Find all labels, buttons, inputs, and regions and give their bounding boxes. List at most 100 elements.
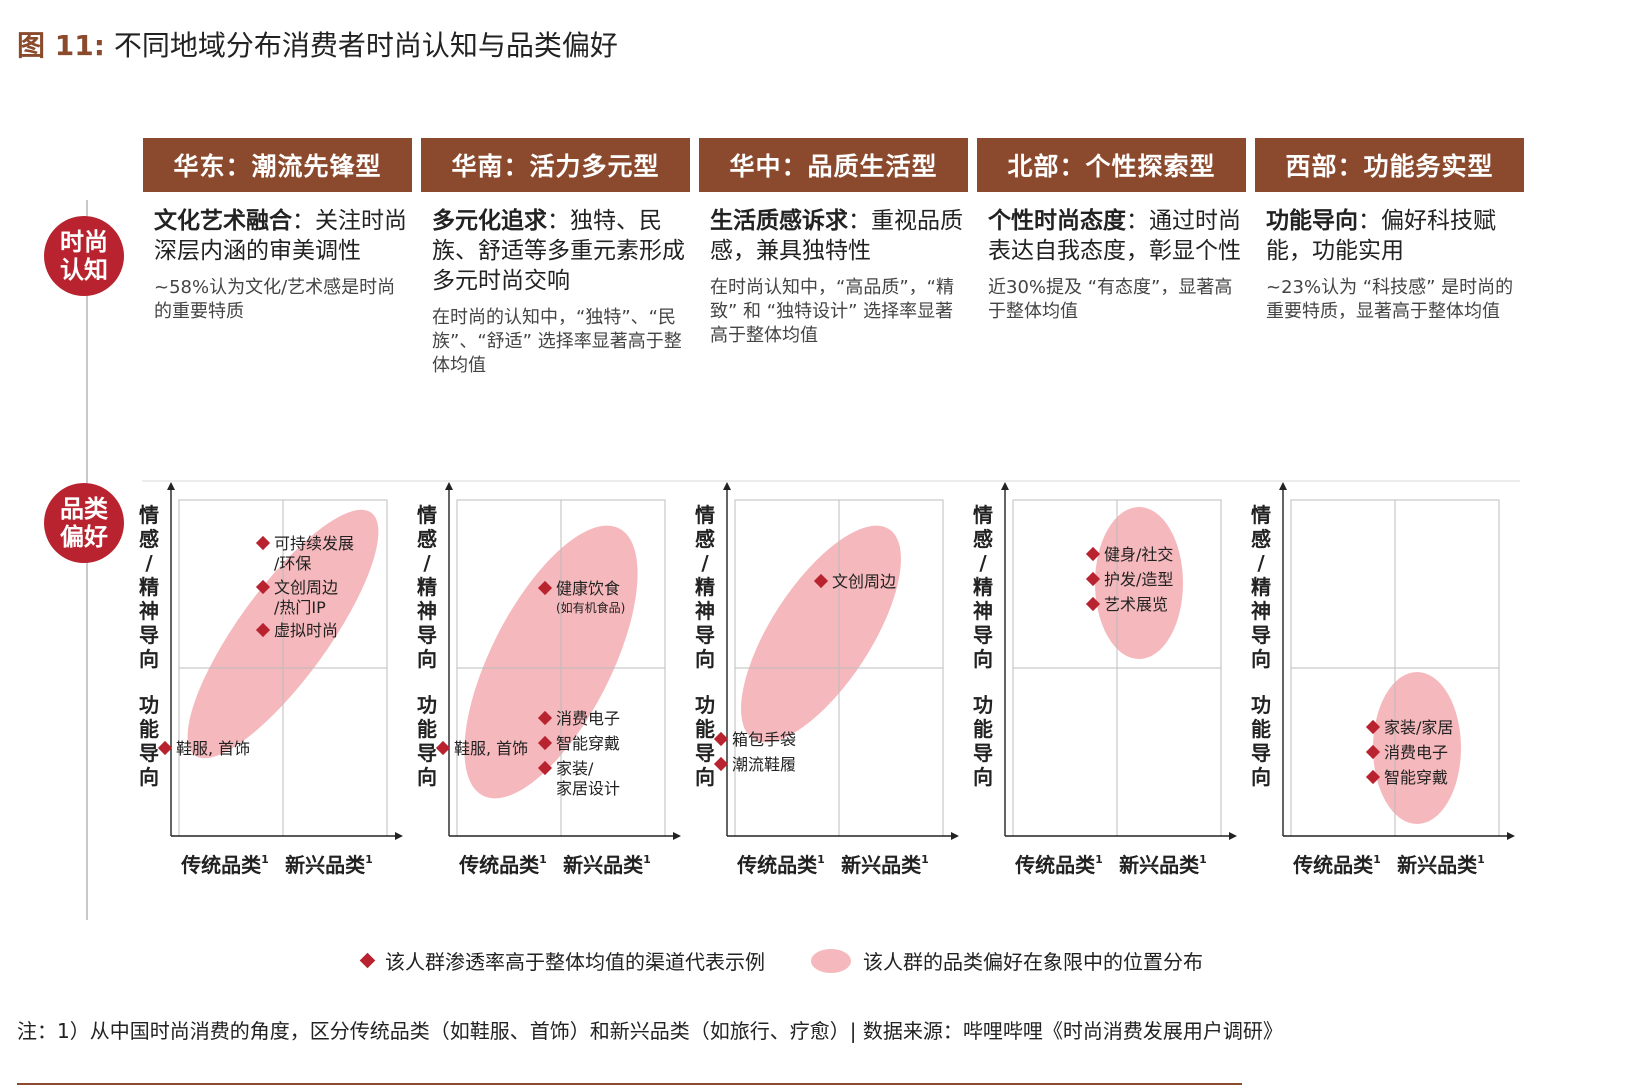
column-text-xibu: 功能导向：偏好科技赋能，功能实用 ~23%认为 “科技感” 是时尚的重要特质，显… xyxy=(1266,206,1520,324)
column-header-beibu: 北部：个性探索型 xyxy=(977,138,1246,192)
column-detail: ~58%认为文化/艺术感是时尚的重要特质 xyxy=(154,277,396,322)
legend-area-label: 该人群的品类偏好在象限中的位置分布 xyxy=(863,950,1203,974)
data-point-diamond xyxy=(537,735,553,751)
column-main-text: 个性时尚态度：通过时尚表达自我态度，彰显个性 xyxy=(988,206,1242,266)
data-point-label: 智能穿戴 xyxy=(556,734,620,753)
data-point-label: 艺术展览 xyxy=(1104,595,1168,614)
column-keyword: 多元化追求 xyxy=(432,208,547,234)
x-axis-label: 传统品类1 xyxy=(1014,853,1103,877)
column-text-beibu: 个性时尚态度：通过时尚表达自我态度，彰显个性 近30%提及 “有态度”，显著高于… xyxy=(988,206,1242,324)
y-axis-arrow-icon xyxy=(445,482,453,490)
data-point-label: 健身/社交 xyxy=(1104,545,1173,564)
data-point-diamond xyxy=(1085,596,1101,612)
x-axis-label: 传统品类1 xyxy=(1292,853,1381,877)
data-point-label: 消费电子 xyxy=(1384,743,1448,762)
x-axis-arrow-icon xyxy=(673,832,681,840)
data-point-diamond xyxy=(1365,744,1381,760)
data-point-label: 家装/家居 xyxy=(1384,718,1453,737)
column-text-huazhong: 生活质感诉求：重视品质感，兼具独特性 在时尚认知中，“高品质”，“精致” 和 “… xyxy=(710,206,964,348)
legend-ellipse-icon xyxy=(811,948,851,973)
data-point-diamond xyxy=(1365,719,1381,735)
data-point-diamond xyxy=(255,535,271,551)
x-axis-arrow-icon xyxy=(951,832,959,840)
quadrant-chart-huadong: 情感/精神导向 功能导向 传统品类1 新兴品类1 可持续发展/环保 文创周边/热门IP 虚拟… xyxy=(139,482,419,920)
x-axis-arrow-icon xyxy=(1507,832,1515,840)
column-text-huanan: 多元化追求：独特、民族、舒适等多重元素形成多元时尚交响 在时尚的认知中，“独特”… xyxy=(432,206,686,378)
data-point-label: 可持续发展/环保 xyxy=(274,534,354,573)
y-axis-label: 情感/精神导向 xyxy=(1251,503,1271,671)
x-axis-label: 新兴品类1 xyxy=(841,853,929,877)
data-point-label: 潮流鞋履 xyxy=(732,755,796,774)
column-desc: ：独特、民族、舒适等多重元素形成多元时尚交响 xyxy=(432,208,685,294)
column-detail: ~23%认为 “科技感” 是时尚的重要特质，显著高于整体均值 xyxy=(1266,277,1514,322)
figure-title: 图 11: 不同地域分布消费者时尚认知与品类偏好 xyxy=(17,24,618,64)
legend-diamond-icon xyxy=(359,952,376,969)
y-axis-arrow-icon xyxy=(167,482,175,490)
quadrant-chart-xibu: 情感/精神导向 功能导向 传统品类1 新兴品类1 家装/家居 消费电子 智能穿戴 xyxy=(1251,482,1531,920)
data-point-label: 虚拟时尚 xyxy=(274,621,338,640)
data-point-diamond xyxy=(157,740,173,756)
data-point-diamond xyxy=(713,731,729,747)
data-point-sublabel: (如有机食品) xyxy=(556,600,625,615)
y-axis-label: 功能导向 xyxy=(139,693,159,789)
data-point-diamond xyxy=(537,760,553,776)
preference-ellipse xyxy=(464,525,638,799)
data-point-label: 健康饮食 xyxy=(556,579,620,598)
x-axis-label: 传统品类1 xyxy=(458,853,547,877)
data-point-diamond xyxy=(813,573,829,589)
quadrant-chart-huanan: 情感/精神导向 功能导向 传统品类1 新兴品类1 健康饮食 (如有机食品) 消费电子 智能穿戴… xyxy=(417,482,697,920)
column-keyword: 文化艺术融合 xyxy=(154,208,292,234)
preference-badge: 品类 偏好 xyxy=(44,483,124,563)
y-axis-arrow-icon xyxy=(1279,482,1287,490)
column-header-huazhong: 华中：品质生活型 xyxy=(699,138,968,192)
data-point-diamond xyxy=(1085,546,1101,562)
x-axis-label: 新兴品类1 xyxy=(1119,853,1207,877)
data-point-diamond xyxy=(1365,769,1381,785)
y-axis-label: 情感/精神导向 xyxy=(417,503,437,671)
column-header-xibu: 西部：功能务实型 xyxy=(1255,138,1524,192)
data-point-label: 鞋服, 首饰 xyxy=(454,739,528,758)
x-axis-label: 传统品类1 xyxy=(736,853,825,877)
quadrant-chart-huazhong: 情感/精神导向 功能导向 传统品类1 新兴品类1 文创周边 箱包手袋 潮流鞋履 xyxy=(695,482,975,920)
section-divider xyxy=(142,480,1520,482)
data-point-label: 文创周边/热门IP xyxy=(274,578,338,617)
data-point-diamond xyxy=(255,622,271,638)
figure-number: 图 11: xyxy=(17,29,105,62)
y-axis-label: 情感/精神导向 xyxy=(973,503,993,671)
data-point-diamond xyxy=(1085,571,1101,587)
x-axis-label: 传统品类1 xyxy=(180,853,269,877)
x-axis-arrow-icon xyxy=(395,832,403,840)
footnote: 注：1）从中国时尚消费的角度，区分传统品类（如鞋服、首饰）和新兴品类（如旅行、疗… xyxy=(17,1019,1283,1043)
x-axis-arrow-icon xyxy=(1229,832,1237,840)
column-text-huadong: 文化艺术融合：关注时尚深层内涵的审美调性 ~58%认为文化/艺术感是时尚的重要特… xyxy=(154,206,408,324)
column-desc: ：通过时尚表达自我态度，彰显个性 xyxy=(988,208,1241,264)
data-point-label: 护发/造型 xyxy=(1104,570,1173,589)
column-main-text: 文化艺术融合：关注时尚深层内涵的审美调性 xyxy=(154,206,408,266)
column-main-text: 功能导向：偏好科技赋能，功能实用 xyxy=(1266,206,1520,266)
y-axis-label: 情感/精神导向 xyxy=(695,503,715,671)
data-point-diamond xyxy=(435,740,451,756)
column-detail: 近30%提及 “有态度”，显著高于整体均值 xyxy=(988,277,1233,322)
figure-title-text: 不同地域分布消费者时尚认知与品类偏好 xyxy=(113,29,618,62)
y-axis-label: 功能导向 xyxy=(417,693,437,789)
data-point-diamond xyxy=(537,710,553,726)
legend-point-label: 该人群渗透率高于整体均值的渠道代表示例 xyxy=(385,950,765,974)
y-axis-label: 功能导向 xyxy=(1251,693,1271,789)
data-point-label: 鞋服, 首饰 xyxy=(176,739,250,758)
data-point-diamond xyxy=(537,580,553,596)
x-axis-label: 新兴品类1 xyxy=(285,853,373,877)
preference-ellipse xyxy=(741,525,901,743)
x-axis-label: 新兴品类1 xyxy=(563,853,651,877)
column-header-huanan: 华南：活力多元型 xyxy=(421,138,690,192)
column-keyword: 生活质感诉求 xyxy=(710,208,848,234)
column-detail: 在时尚的认知中，“独特”、“民族”、“舒适” 选择率显著高于整体均值 xyxy=(432,307,682,376)
column-desc: ：偏好科技赋能，功能实用 xyxy=(1266,208,1496,264)
column-main-text: 多元化追求：独特、民族、舒适等多重元素形成多元时尚交响 xyxy=(432,206,686,296)
y-axis-arrow-icon xyxy=(1001,482,1009,490)
column-header-huadong: 华东：潮流先锋型 xyxy=(143,138,412,192)
column-main-text: 生活质感诉求：重视品质感，兼具独特性 xyxy=(710,206,964,266)
legend: 该人群渗透率高于整体均值的渠道代表示例 该人群的品类偏好在象限中的位置分布 xyxy=(359,946,1203,975)
data-point-diamond xyxy=(255,579,271,595)
column-keyword: 个性时尚态度 xyxy=(988,208,1126,234)
y-axis-arrow-icon xyxy=(723,482,731,490)
